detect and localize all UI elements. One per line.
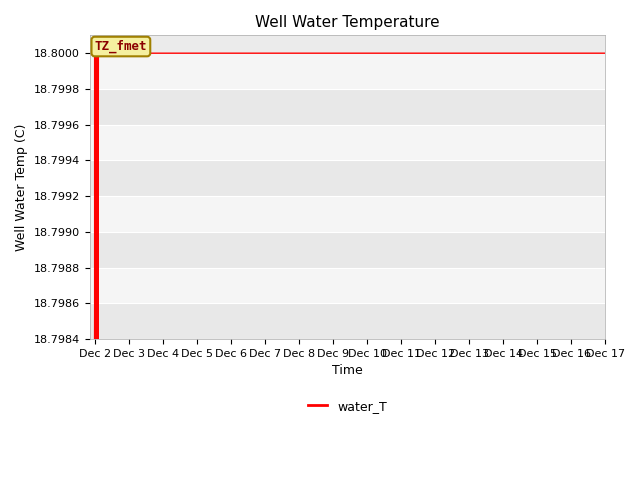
Bar <box>90 53 605 89</box>
Bar <box>90 125 605 160</box>
Bar <box>90 267 605 303</box>
Bar <box>90 196 605 232</box>
Bar <box>90 303 605 339</box>
X-axis label: Time: Time <box>332 364 363 377</box>
Bar <box>90 160 605 196</box>
Y-axis label: Well Water Temp (C): Well Water Temp (C) <box>15 123 28 251</box>
Bar <box>90 232 605 267</box>
Bar <box>90 89 605 125</box>
Legend: water_T: water_T <box>303 395 392 418</box>
Title: Well Water Temperature: Well Water Temperature <box>255 15 440 30</box>
Text: TZ_fmet: TZ_fmet <box>95 40 147 53</box>
